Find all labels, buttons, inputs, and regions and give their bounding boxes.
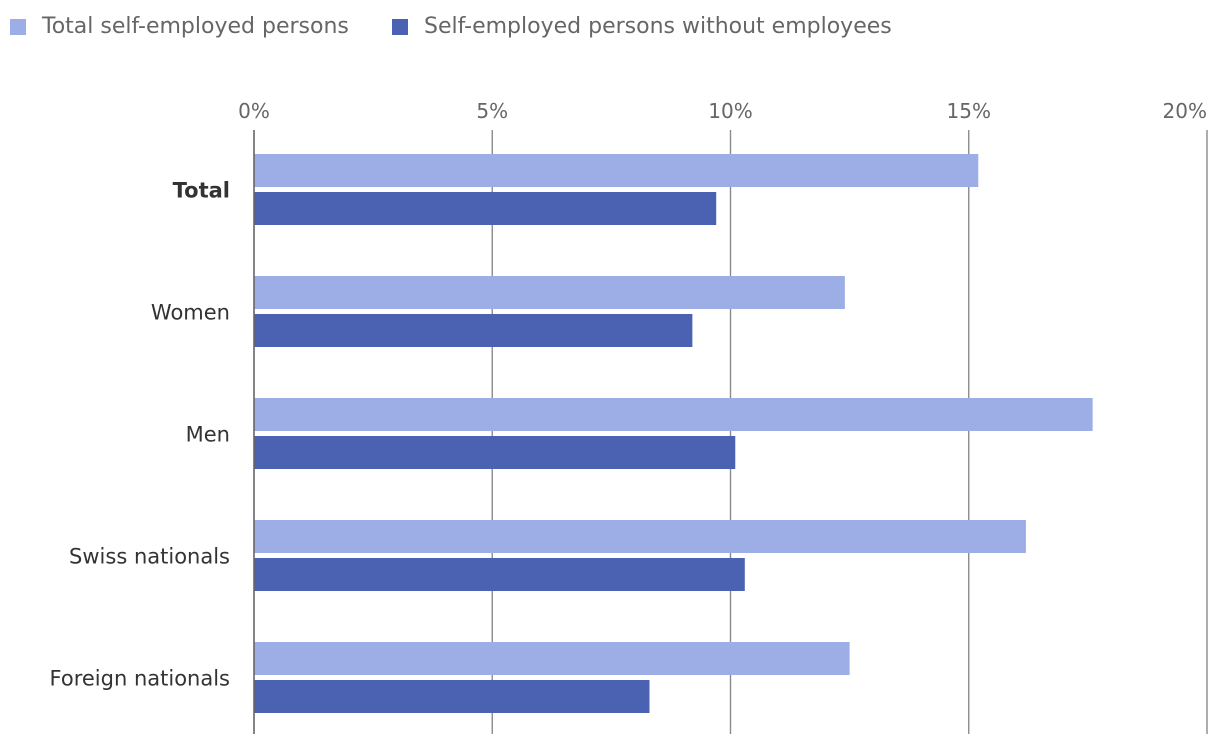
- legend-label-total-self-employed-persons: Total self-employed persons: [41, 14, 349, 39]
- chart-bars: [254, 154, 1093, 713]
- legend-swatch-total-self-employed-persons: [10, 19, 26, 35]
- chart-legend: Total self-employed persons Self-employed…: [10, 14, 892, 39]
- bar-swiss-nationals-total-self-employed-persons: [254, 520, 1026, 553]
- bar-foreign-nationals-total-self-employed-persons: [254, 642, 850, 675]
- tick-label-0: 0%: [238, 99, 270, 123]
- bar-men-total-self-employed-persons: [254, 398, 1093, 431]
- bar-women-self-employed-persons-without-employees: [254, 314, 693, 347]
- bar-foreign-nationals-self-employed-persons-without-employees: [254, 680, 650, 713]
- category-label-foreign-nationals: Foreign nationals: [50, 667, 230, 691]
- tick-label-5: 5%: [476, 99, 508, 123]
- category-label-total: Total: [173, 179, 230, 203]
- bar-men-self-employed-persons-without-employees: [254, 436, 736, 469]
- x-axis-ticks: 0% 5% 10% 15% 20%: [238, 99, 1207, 123]
- category-label-men: Men: [186, 423, 230, 447]
- bar-total-self-employed-persons-without-employees: [254, 192, 717, 225]
- category-label-women: Women: [151, 301, 230, 325]
- bar-swiss-nationals-self-employed-persons-without-employees: [254, 558, 745, 591]
- tick-label-10: 10%: [708, 99, 752, 123]
- tick-label-20: 20%: [1163, 99, 1207, 123]
- bar-women-total-self-employed-persons: [254, 276, 845, 309]
- legend-swatch-self-employed-persons-without-employees: [392, 19, 408, 35]
- chart-gridlines: [491, 130, 1208, 734]
- y-axis-categories: Total Women Men Swiss nationals Foreign nati…: [50, 179, 230, 691]
- legend-label-self-employed-persons-without-employees: Self-employed persons without employees: [424, 14, 892, 39]
- tick-label-15: 15%: [947, 99, 991, 123]
- bar-total-total-self-employed-persons: [254, 154, 979, 187]
- category-label-swiss-nationals: Swiss nationals: [69, 545, 230, 569]
